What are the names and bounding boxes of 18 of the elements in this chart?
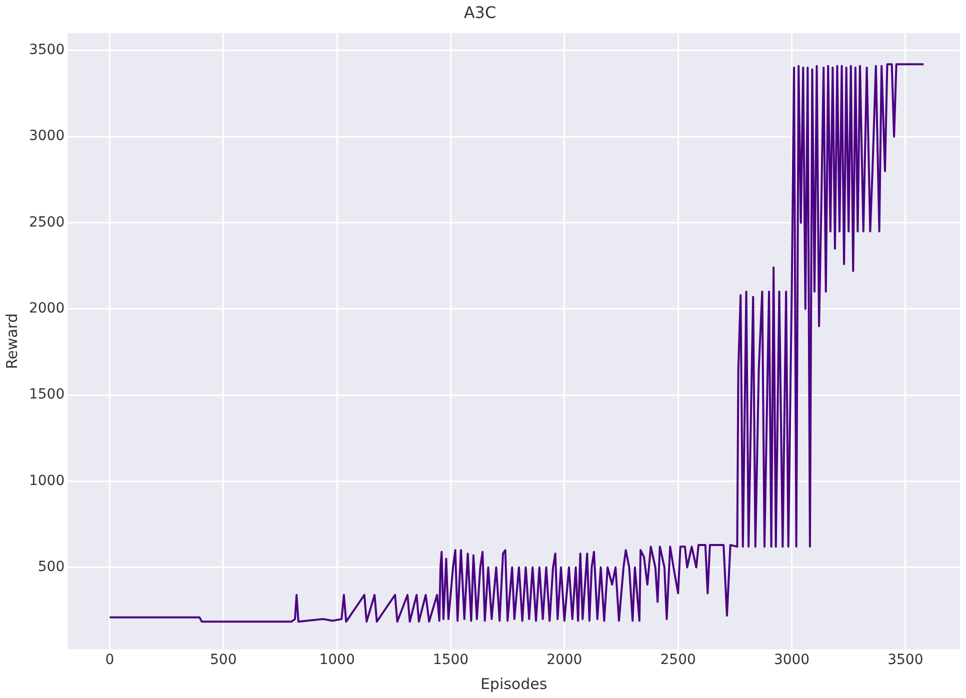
x-tick-label: 500 — [210, 652, 237, 668]
x-tick-label: 2000 — [546, 652, 582, 668]
y-tick-label: 1000 — [28, 472, 65, 489]
x-axis-title: Episodes — [480, 674, 548, 693]
y-tick-label: 2500 — [28, 214, 65, 230]
x-tick-label: 0 — [105, 652, 114, 668]
y-axis-title: Reward — [2, 313, 21, 370]
y-tick-label: 2000 — [28, 300, 65, 317]
y-tick-label: 500 — [38, 558, 65, 575]
y-tick-label: 3500 — [28, 42, 65, 58]
x-tick-label: 1000 — [319, 652, 355, 668]
x-tick-label: 2500 — [660, 652, 696, 668]
x-tick-label: 3500 — [888, 652, 924, 668]
y-tick-label: 1500 — [28, 386, 65, 403]
chart-title: A3C — [464, 2, 496, 22]
x-tick-label: 3000 — [774, 652, 810, 668]
x-tick-label: 1500 — [432, 652, 469, 668]
y-tick-label: 3000 — [28, 128, 65, 144]
